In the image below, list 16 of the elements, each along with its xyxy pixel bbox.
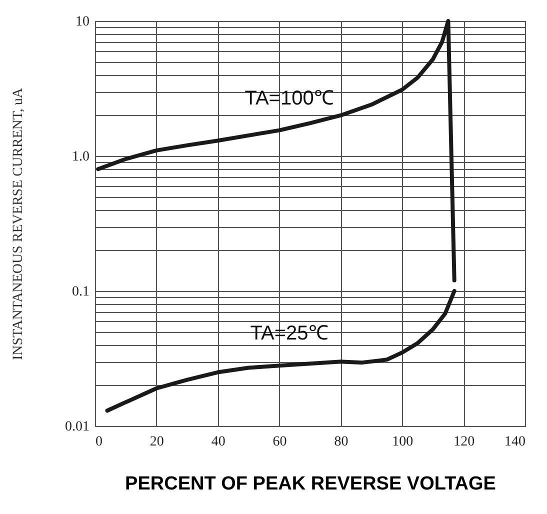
x-axis-title: PERCENT OF PEAK REVERSE VOLTAGE xyxy=(125,474,496,494)
x-tick-label: 0 xyxy=(96,434,102,450)
y-axis-title: INSTANTANEOUS REVERSE CURRENT, uA xyxy=(11,87,26,360)
x-tick-label: 120 xyxy=(454,434,475,450)
x-tick-label: 80 xyxy=(334,434,348,450)
x-tick-label: 60 xyxy=(272,434,287,450)
x-tick-label: 20 xyxy=(150,434,164,450)
y-tick-label: 10 xyxy=(76,14,90,30)
y-tick-label: 0.01 xyxy=(65,420,90,434)
x-tick-label: 100 xyxy=(392,434,414,450)
x-tick-label: 40 xyxy=(211,434,226,450)
y-tick-label: 0.1 xyxy=(72,284,90,300)
y-tick-label: 1.0 xyxy=(72,150,90,164)
line-series xyxy=(105,289,456,413)
line-series xyxy=(96,19,456,282)
x-tick-label: 140 xyxy=(504,434,526,450)
